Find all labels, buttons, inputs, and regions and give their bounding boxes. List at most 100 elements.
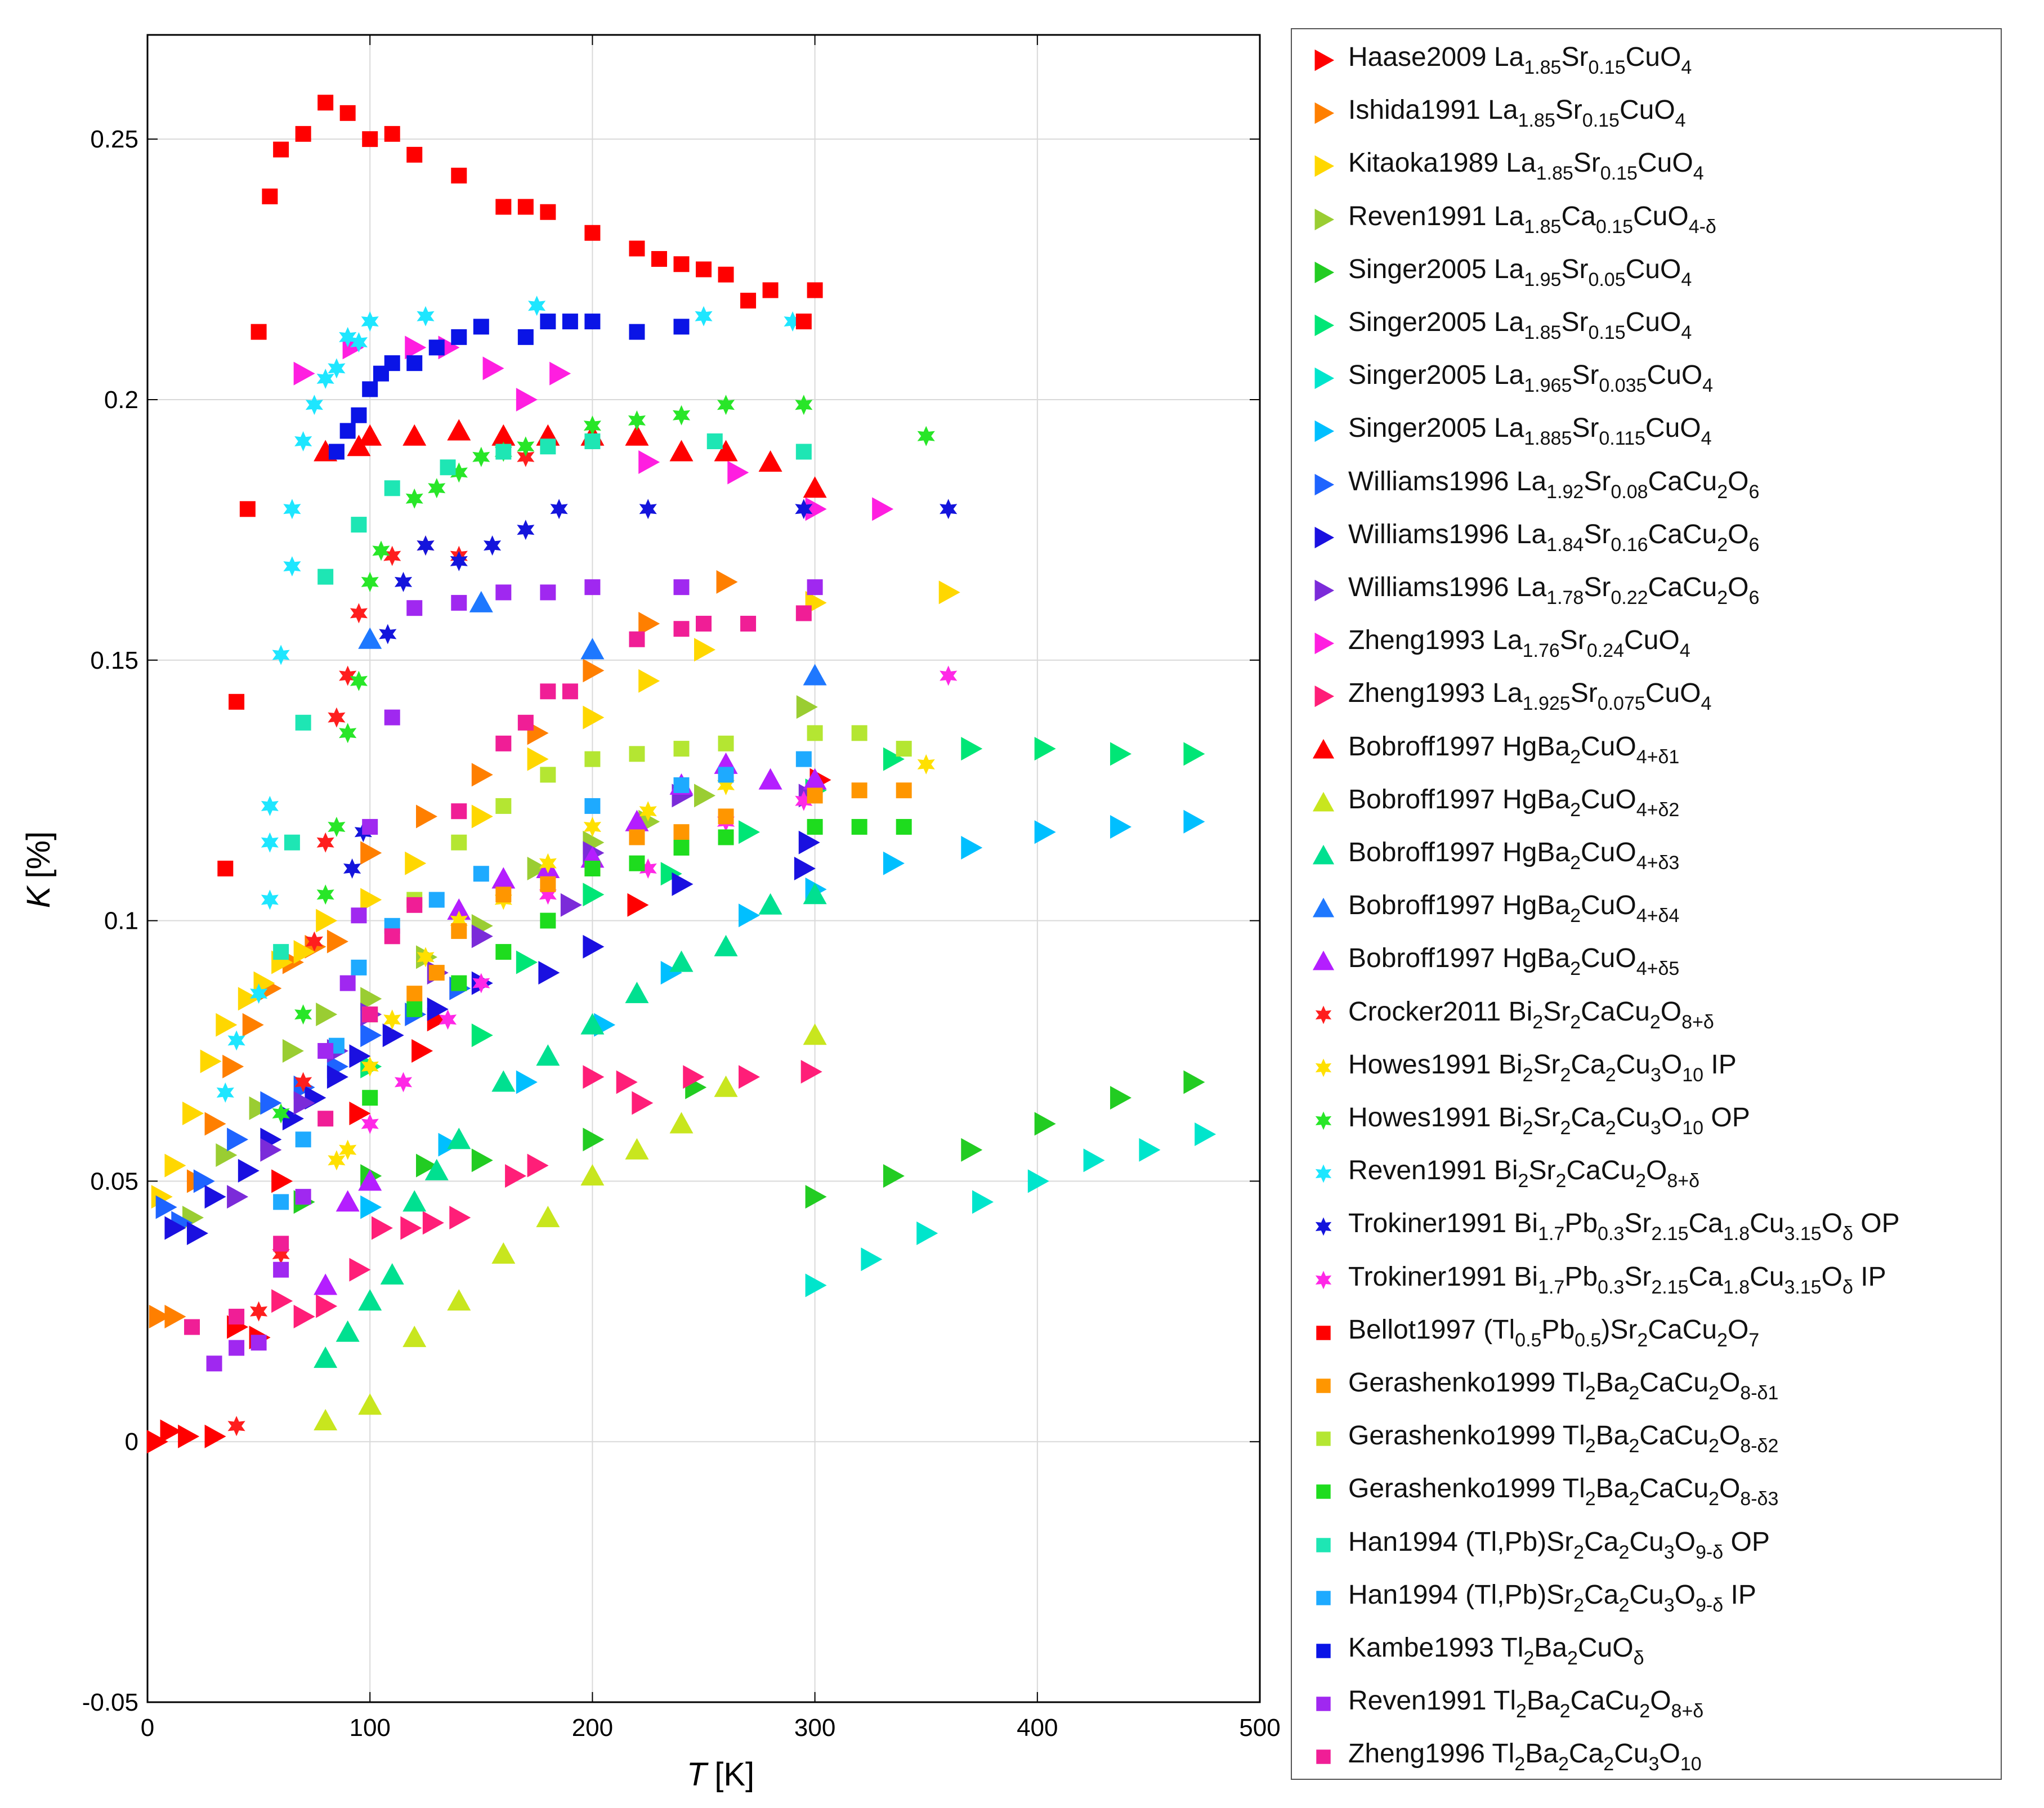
data-point — [583, 1065, 605, 1089]
data-point — [727, 460, 749, 485]
data-point — [328, 707, 346, 728]
legend-label: Bobroff1997 HgBa2CuO4+δ1 — [1348, 731, 1680, 768]
data-point — [362, 1090, 378, 1106]
data-point — [1195, 1122, 1216, 1147]
data-point — [294, 431, 312, 451]
data-point — [294, 1004, 312, 1025]
legend-item: Howes1991 Bi2Sr2Ca2Cu3O10 OP — [1292, 1094, 2001, 1147]
data-point — [349, 1044, 371, 1068]
data-point — [706, 433, 723, 449]
data-point — [317, 1042, 334, 1059]
data-point — [629, 746, 645, 762]
data-point — [451, 803, 467, 820]
data-point — [580, 1013, 605, 1035]
legend-item: Kambe1993 Tl2Ba2CuOδ — [1292, 1624, 2001, 1677]
legend-marker-icon — [1314, 633, 1335, 655]
data-point — [550, 499, 568, 520]
data-point — [517, 714, 534, 731]
data-point — [1183, 809, 1205, 834]
data-point — [714, 440, 738, 462]
data-point — [384, 928, 400, 945]
data-point — [406, 1001, 423, 1017]
data-point — [227, 1416, 245, 1436]
data-point — [718, 266, 734, 283]
y-axis-unit: [%] — [20, 831, 57, 879]
data-point — [803, 664, 827, 686]
data-point — [639, 858, 657, 879]
data-point — [328, 1150, 346, 1171]
legend-item: Singer2005 La1.885Sr0.115CuO4 — [1292, 405, 2001, 458]
data-point — [164, 1216, 186, 1240]
legend-marker-icon — [1316, 1431, 1331, 1446]
data-point — [696, 615, 712, 632]
data-point — [695, 306, 713, 326]
data-point — [740, 615, 757, 632]
data-point — [516, 1070, 538, 1094]
data-point — [305, 931, 323, 952]
data-point — [758, 768, 782, 790]
legend-label: Reven1991 La1.85Ca0.15CuO4-δ — [1348, 201, 1716, 238]
data-point — [449, 1206, 471, 1230]
data-point — [451, 923, 467, 939]
legend-label: Bobroff1997 HgBa2CuO4+δ4 — [1348, 890, 1680, 927]
legend-marker-icon — [1315, 1058, 1332, 1077]
data-point — [350, 332, 368, 353]
data-point — [451, 975, 467, 991]
data-point — [428, 892, 445, 908]
data-point — [282, 1107, 304, 1131]
data-point — [326, 1065, 348, 1089]
legend-marker-icon — [1314, 261, 1335, 283]
data-point — [1034, 1112, 1056, 1136]
data-point — [336, 1320, 360, 1342]
data-point — [798, 830, 820, 854]
x-tick-label: 300 — [794, 1714, 835, 1742]
legend-marker-shape — [1314, 473, 1335, 495]
legend-marker-icon — [1316, 1484, 1331, 1500]
data-point — [584, 861, 601, 876]
data-point — [673, 579, 690, 596]
data-point — [471, 763, 493, 787]
legend-marker-icon — [1316, 1749, 1331, 1765]
legend-label: Trokiner1991 Bi1.7Pb0.3Sr2.15Ca1.8Cu3.15… — [1348, 1261, 1886, 1298]
data-point — [584, 314, 601, 330]
legend-marker-shape — [1314, 261, 1335, 283]
data-point — [539, 853, 557, 874]
data-point — [229, 693, 245, 710]
data-point — [805, 497, 827, 521]
legend-item: Bobroff1997 HgBa2CuO4+δ4 — [1292, 882, 2001, 935]
data-point — [795, 444, 812, 460]
legend-marker-icon — [1315, 1164, 1332, 1183]
legend-item: Trokiner1991 Bi1.7Pb0.3Sr2.15Ca1.8Cu3.15… — [1292, 1254, 2001, 1306]
data-point — [471, 924, 493, 948]
legend-marker-icon — [1312, 844, 1335, 865]
data-point — [295, 1131, 311, 1148]
data-point — [795, 605, 812, 621]
legend-marker-shape — [1312, 898, 1335, 918]
legend-label: Reven1991 Tl2Ba2CaCu2O8+δ — [1348, 1686, 1704, 1722]
data-point — [360, 987, 382, 1011]
data-point — [718, 767, 734, 783]
data-point — [1110, 1086, 1132, 1110]
data-point — [632, 1091, 654, 1115]
legend-label: Singer2005 La1.885Sr0.115CuO4 — [1348, 413, 1712, 450]
data-point — [961, 1138, 983, 1162]
legend-marker-shape — [1312, 951, 1335, 970]
data-point — [451, 594, 467, 611]
data-point — [451, 834, 467, 851]
data-point — [316, 884, 334, 905]
legend-label: Ishida1991 La1.85Sr0.15CuO4 — [1348, 95, 1686, 132]
data-point — [1083, 1148, 1105, 1172]
legend-marker-shape — [1315, 1164, 1332, 1183]
data-point — [402, 1190, 427, 1212]
y-tick-label: 0.05 — [90, 1167, 138, 1195]
data-point — [262, 188, 278, 204]
data-point — [1183, 742, 1205, 766]
data-point — [447, 898, 471, 920]
data-point — [883, 851, 905, 875]
data-point — [796, 695, 818, 719]
data-point — [283, 556, 301, 577]
legend-item: Ishida1991 La1.85Sr0.15CuO4 — [1292, 87, 2001, 140]
data-point — [473, 319, 489, 335]
data-point — [261, 889, 279, 910]
legend-label: Bobroff1997 HgBa2CuO4+δ2 — [1348, 784, 1680, 821]
